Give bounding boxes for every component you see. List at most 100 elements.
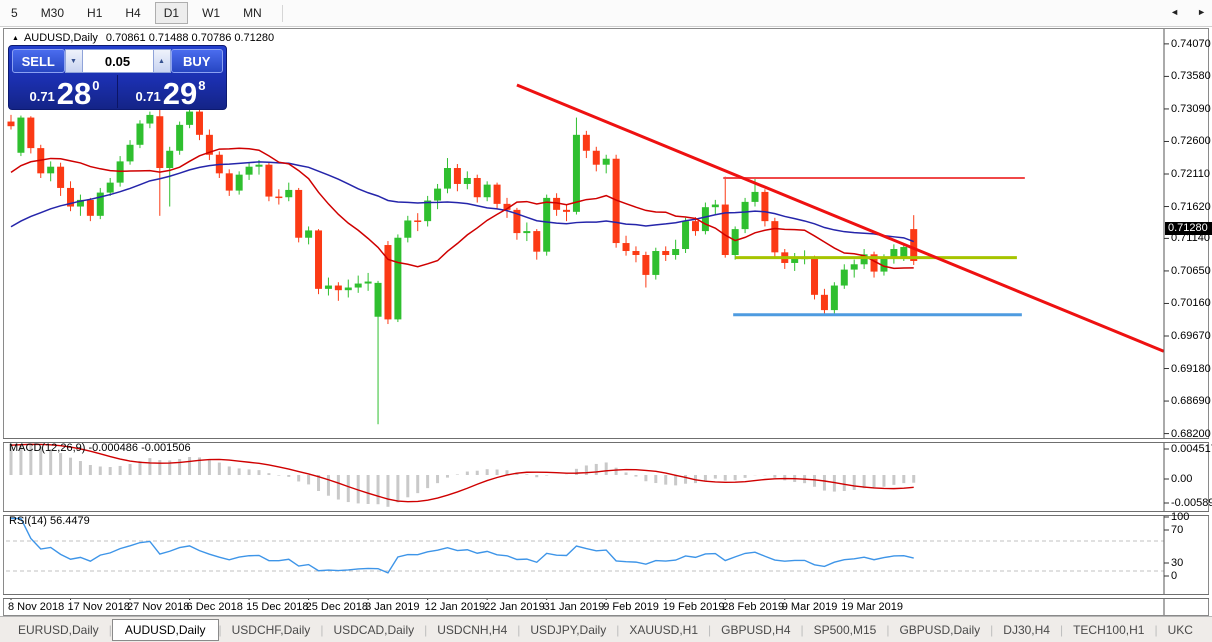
tab-eurusd-daily[interactable]: EURUSD,Daily [18,622,99,637]
tab-separator: | [990,622,994,637]
ohlc-readout: 0.70861 0.71488 0.70786 0.71280 [105,32,275,44]
price-tick-label: 0.70160 [1171,297,1211,310]
date-axis-label: 17 Nov 2018 [67,601,130,613]
indicator-tick-label: 0.004517 [1171,443,1212,455]
one-click-trade-panel: SELL ▼ 0.05 ▲ BUY 0.71 28 0 0.71 29 8 [8,45,227,110]
sell-price[interactable]: 0.71 28 0 [12,75,118,111]
date-axis-label: 19 Mar 2019 [841,601,904,613]
indicator-tick-label: 0 [1171,570,1178,582]
tab-scroll-right-icon[interactable]: ► [1197,7,1206,17]
tab-separator: | [1154,622,1158,637]
price-tick-label: 0.71620 [1171,200,1211,213]
macd-panel-splitter[interactable] [3,438,1209,443]
tab-scroll-left-icon[interactable]: ◄ [1170,7,1180,17]
price-tick-label: 0.69670 [1171,329,1211,342]
tab-usdcnh-h4[interactable]: USDCNH,H4 [437,622,508,637]
price-tick-label: 0.71140 [1171,232,1210,245]
timeframe-button-w1[interactable]: W1 [202,6,221,20]
chart-symbol-header: ▲ AUDUSD,Daily 0.70861 0.71488 0.70786 0.7… [12,32,274,44]
tab-xauusd-h1[interactable]: XAUUSD,H1 [629,622,699,637]
timeframe-button-mn[interactable]: MN [243,6,262,20]
indicator-tick-label: 70 [1171,524,1184,536]
rsi-label: RSI(14) 56.4479 [9,515,90,527]
tab-gbpusd-daily[interactable]: GBPUSD,Daily [899,622,981,637]
tab-audusd-daily[interactable]: AUDUSD,Daily [111,618,219,641]
buy-price[interactable]: 0.71 29 8 [118,75,223,108]
date-axis-label: 22 Jan 2019 [484,601,545,613]
tab-separator: | [708,622,712,637]
lot-size-input[interactable]: 0.05 [82,49,153,73]
tab-usdcad-daily[interactable]: USDCAD,Daily [333,622,415,637]
tab-usdjpy-daily[interactable]: USDJPY,Daily [530,622,607,637]
timeframe-button-h4[interactable]: H4 [125,6,141,20]
tab-separator: | [886,622,890,637]
tab-separator: | [800,622,804,637]
price-tick-label: 0.74070 [1171,37,1211,50]
tab-gbpusd-h4[interactable]: GBPUSD,H4 [721,622,791,637]
symbol-title: AUDUSD,Daily [23,32,98,44]
sell-button[interactable]: SELL [12,49,65,73]
indicator-tick-label: 0.00 [1171,473,1193,485]
tab-separator: | [517,622,521,637]
tab-sp500-m15[interactable]: SP500,M15 [813,622,877,637]
buy-price-sup: 8 [198,78,206,93]
toolbar-separator [281,4,283,22]
tab-separator: | [320,622,324,637]
timeframe-button-h1[interactable]: H1 [87,6,103,20]
price-tick-label: 0.72110 [1171,168,1210,180]
price-tick-label: 0.73090 [1171,102,1211,115]
date-axis-label: 27 Nov 2018 [127,601,190,613]
timeframe-toolbar: 5 M30 H1 H4 D1 W1 MN [0,0,1212,27]
sell-price-base: 0.71 [29,89,55,104]
date-axis-label: 28 Feb 2019 [722,601,785,613]
indicator-tick-label: 30 [1171,557,1184,569]
tab-scroll-arrows: ◄ ► [1170,7,1206,17]
date-axis-label: 9 Mar 2019 [781,601,838,613]
current-price-badge: 0.71280 [1165,222,1212,236]
tab-dj30-h4[interactable]: DJ30,H4 [1003,622,1050,637]
symbol-tab-bar: EURUSD,Daily | AUDUSD,Daily | USDCHF,Daily | U… [0,616,1212,642]
timeframe-button-d1[interactable]: D1 [154,2,189,24]
tab-separator: | [424,622,428,637]
buy-price-big: 29 [162,75,198,111]
tab-tech100-h1[interactable]: TECH100,H1 [1073,622,1145,637]
price-tick-label: 0.73580 [1171,70,1211,83]
buy-button[interactable]: BUY [170,49,223,73]
lot-stepper: ▼ 0.05 ▲ [64,49,171,73]
tab-separator: | [1059,622,1064,637]
tab-separator: | [616,622,620,637]
date-axis-label: 9 Feb 2019 [603,601,659,613]
chart-window [3,28,1209,616]
date-axis-splitter [3,594,1209,599]
lot-decrease-icon[interactable]: ▼ [64,49,83,73]
macd-label: MACD(12,26,9) -0.000486 -0.001506 [9,442,191,454]
rsi-panel-splitter[interactable] [3,511,1209,516]
date-axis-label: 25 Dec 2018 [305,601,368,613]
date-axis-label: 3 Jan 2019 [365,601,420,613]
tab-usdchf-daily[interactable]: USDCHF,Daily [231,622,311,637]
price-tick-label: 0.72600 [1171,135,1211,148]
sell-price-big: 28 [56,75,92,111]
price-tick-label: 0.70650 [1171,264,1211,277]
lot-increase-icon[interactable]: ▲ [152,49,171,73]
sell-price-sup: 0 [92,78,100,93]
indicator-tick-label: -0.005899 [1171,497,1212,509]
date-axis-label: 12 Jan 2019 [424,601,486,613]
date-axis-label: 31 Jan 2019 [543,601,605,613]
collapse-triangle-icon[interactable]: ▲ [12,35,19,42]
price-tick-label: 0.68200 [1171,427,1211,440]
buy-price-base: 0.71 [135,89,161,104]
date-axis-label: 15 Dec 2018 [246,601,309,613]
date-axis-label: 19 Feb 2019 [662,601,725,613]
tab-ukc[interactable]: UKC [1167,622,1193,637]
tab-separator: | [108,622,112,637]
indicator-tick-label: 100 [1171,511,1190,523]
price-tick-label: 0.68690 [1171,395,1211,408]
date-axis-label: 8 Nov 2018 [8,601,65,613]
timeframe-button-m30[interactable]: M30 [40,6,65,20]
tab-separator: | [218,622,222,637]
date-axis-label: 6 Dec 2018 [186,601,243,613]
price-tick-label: 0.69180 [1171,362,1211,375]
timeframe-button-5[interactable]: 5 [11,6,18,20]
